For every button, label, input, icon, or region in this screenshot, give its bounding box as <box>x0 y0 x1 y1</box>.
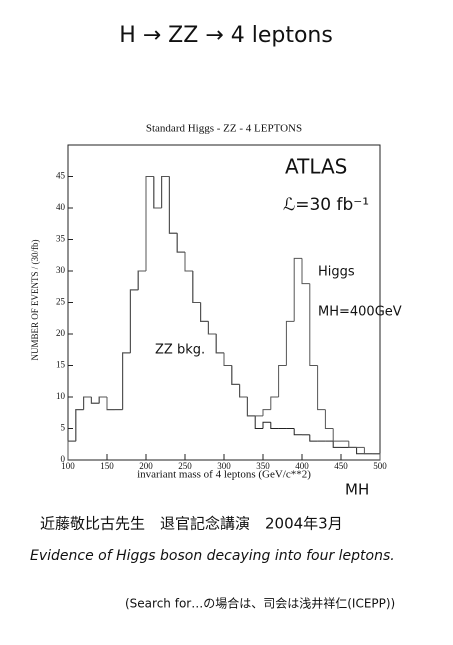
y-tick-label: 0 <box>61 454 66 464</box>
y-tick-label: 40 <box>56 202 66 212</box>
histogram-bin <box>98 396 107 404</box>
histogram-bin <box>207 321 217 335</box>
histogram-bin <box>262 409 271 416</box>
y-axis-label: NUMBER OF EVENTS / (30/fb) <box>30 239 40 360</box>
footer-line: (Search for…の場合は、司会は浅井祥仁(ICEPP)) <box>125 596 395 611</box>
chart-title: Standard Higgs - ZZ - 4 LEPTONS <box>146 123 302 135</box>
y-tick-label: 25 <box>56 297 66 307</box>
histogram-bin <box>239 384 248 398</box>
histogram-bin <box>324 409 334 429</box>
x-tick-label: 400 <box>295 461 309 471</box>
histogram-bin <box>293 257 302 322</box>
histogram-bin <box>246 397 256 417</box>
x-tick-label: 150 <box>100 461 114 471</box>
histogram-bin <box>317 365 326 411</box>
histogram-bin <box>75 409 84 442</box>
y-tick-label: 15 <box>56 360 66 370</box>
histogram-bin <box>356 447 365 455</box>
x-axis-label: invariant mass of 4 leptons (GeV/c**2) <box>137 469 311 481</box>
histogram-bin <box>332 428 341 442</box>
histogram-bin <box>137 270 146 290</box>
histogram-bin <box>301 258 310 285</box>
x-tick-label: 500 <box>373 461 387 471</box>
histogram-bin <box>309 434 318 442</box>
series-label: ZZ bkg. <box>155 343 205 358</box>
histogram-bin <box>285 320 295 366</box>
annotation: MH=400GeV <box>318 305 402 320</box>
histogram-bin <box>122 352 131 410</box>
annotation: ℒ=30 fb⁻¹ <box>283 195 369 215</box>
annotation: ATLAS <box>285 155 347 179</box>
histogram-bin <box>254 415 263 429</box>
histogram-bin <box>192 271 201 303</box>
histogram-bin <box>270 422 279 429</box>
histogram-bin <box>332 441 341 448</box>
x-tick-label: 250 <box>178 461 192 471</box>
histogram-bin <box>200 302 209 322</box>
heading: H → ZZ → 4 leptons <box>119 23 333 48</box>
histogram-bin <box>278 365 287 397</box>
histogram-bin <box>145 176 154 271</box>
histogram-bin <box>348 441 357 448</box>
y-tick-label: 35 <box>56 234 66 244</box>
y-tick-label: 45 <box>56 171 66 181</box>
histogram-bin <box>106 397 115 411</box>
histogram-bin <box>67 440 76 460</box>
histogram-bin <box>372 453 381 460</box>
x-tick-label: 300 <box>217 461 231 471</box>
y-tick-label: 5 <box>61 423 66 433</box>
annotation: MH <box>345 481 369 499</box>
histogram-bin <box>309 283 318 366</box>
x-tick-label: 450 <box>334 461 348 471</box>
footer-line: 近藤敬比古先生 退官記念講演 2004年3月 <box>40 515 343 533</box>
histogram-bin <box>153 176 162 209</box>
histogram-bin <box>176 233 185 253</box>
histogram-bin <box>168 176 178 234</box>
histogram-bin <box>293 428 302 436</box>
histogram-bin <box>363 447 373 455</box>
x-tick-label: 100 <box>61 461 75 471</box>
histogram-bin <box>184 252 193 272</box>
histogram-bin <box>129 289 139 353</box>
histogram-bin <box>262 421 271 429</box>
histogram-bin <box>231 365 240 385</box>
footer-line: Evidence of Higgs boson decaying into fo… <box>30 548 395 564</box>
histogram-bin <box>215 334 224 354</box>
histogram-bin <box>270 396 279 410</box>
histogram-bin <box>90 397 100 404</box>
y-tick-label: 10 <box>56 391 66 401</box>
x-tick-label: 350 <box>256 461 270 471</box>
y-tick-label: 20 <box>56 328 66 338</box>
histogram-bin <box>223 352 232 366</box>
histogram-bin <box>161 176 170 208</box>
x-tick-label: 200 <box>139 461 153 471</box>
series-label: Higgs <box>318 265 355 280</box>
histogram-bin <box>83 396 92 410</box>
y-tick-label: 30 <box>56 265 66 275</box>
